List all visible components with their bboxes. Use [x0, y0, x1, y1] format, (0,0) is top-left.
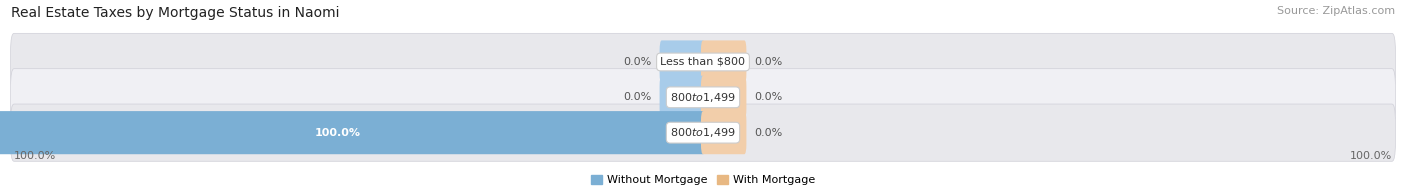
- FancyBboxPatch shape: [702, 76, 747, 119]
- FancyBboxPatch shape: [659, 76, 704, 119]
- Text: 0.0%: 0.0%: [755, 57, 783, 67]
- FancyBboxPatch shape: [702, 111, 747, 154]
- Text: 0.0%: 0.0%: [623, 92, 651, 102]
- Text: 0.0%: 0.0%: [755, 92, 783, 102]
- Text: Real Estate Taxes by Mortgage Status in Naomi: Real Estate Taxes by Mortgage Status in …: [11, 6, 340, 20]
- Text: $800 to $1,499: $800 to $1,499: [671, 126, 735, 139]
- Legend: Without Mortgage, With Mortgage: Without Mortgage, With Mortgage: [586, 170, 820, 190]
- Text: Less than $800: Less than $800: [661, 57, 745, 67]
- FancyBboxPatch shape: [11, 104, 1395, 161]
- FancyBboxPatch shape: [702, 40, 747, 83]
- Text: 0.0%: 0.0%: [623, 57, 651, 67]
- Text: 100.0%: 100.0%: [1350, 151, 1392, 161]
- FancyBboxPatch shape: [659, 40, 704, 83]
- FancyBboxPatch shape: [11, 69, 1395, 126]
- FancyBboxPatch shape: [0, 111, 704, 154]
- Text: 100.0%: 100.0%: [315, 128, 361, 138]
- Text: Source: ZipAtlas.com: Source: ZipAtlas.com: [1277, 6, 1395, 16]
- FancyBboxPatch shape: [11, 33, 1395, 91]
- Text: 100.0%: 100.0%: [14, 151, 56, 161]
- Text: 0.0%: 0.0%: [755, 128, 783, 138]
- Text: $800 to $1,499: $800 to $1,499: [671, 91, 735, 104]
